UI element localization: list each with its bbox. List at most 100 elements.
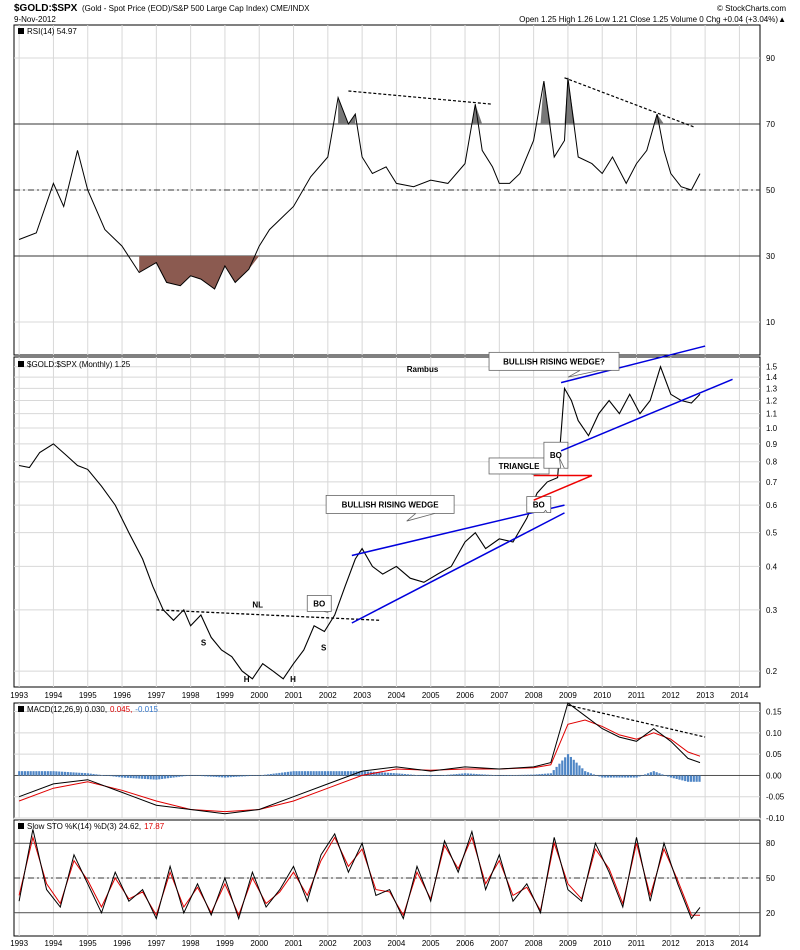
macd-hist-bar <box>66 772 69 776</box>
triangle-label: TRIANGLE <box>488 457 550 475</box>
macd-hist-bar <box>206 775 209 777</box>
y-tick-label: 70 <box>766 120 775 129</box>
macd-hist-bar <box>375 772 378 776</box>
macd-hist-bar <box>395 773 398 776</box>
macd-title: MACD(12,26,9) 0.030, 0.045, -0.015 <box>27 705 159 714</box>
y-tick-label: 0.15 <box>766 708 782 717</box>
macd-hist-bar <box>612 775 615 778</box>
macd-hist-bar <box>538 774 541 776</box>
macd-hist-bar <box>564 757 567 776</box>
macd-hist-bar <box>383 772 387 776</box>
macd-hist-bar <box>349 771 352 776</box>
macd-hist-bar <box>298 771 301 776</box>
macd-hist-bar <box>198 775 201 776</box>
macd-hist-bar <box>464 773 467 776</box>
macd-hist-bar <box>675 775 678 779</box>
macd-hist-bar <box>152 775 155 780</box>
macd-hist-bar <box>249 775 252 776</box>
macd-hist-bar <box>246 775 250 777</box>
x-tick-label: 2013 <box>696 691 714 700</box>
x-tick-label: 2005 <box>422 691 440 700</box>
macd-hist-bar <box>312 771 315 776</box>
macd-hist-bar <box>518 774 521 776</box>
y-tick-label: 0.5 <box>766 529 778 538</box>
macd-hist-bar <box>386 772 390 776</box>
macd-hist-bar <box>118 775 121 778</box>
macd-signal-value: 0.045, <box>110 705 132 714</box>
macd-hist-bar <box>86 773 89 776</box>
macd-hist-bar <box>21 771 24 776</box>
macd-hist-bar <box>141 775 144 779</box>
y-tick-label: 80 <box>766 839 775 848</box>
y-tick-label: 1.3 <box>766 384 778 393</box>
y-tick-label: -0.10 <box>766 814 785 823</box>
macd-hist-bar <box>404 774 407 776</box>
y-tick-label: 1.4 <box>766 373 778 382</box>
macd-hist-bar <box>261 775 264 776</box>
macd-hist-bar <box>575 762 578 776</box>
macd-hist-bar <box>169 775 172 778</box>
macd-hist-bar <box>526 774 530 776</box>
chart-title: $GOLD:$SPX <box>14 3 78 14</box>
wedge2-label: BULLISH RISING WEDGE? <box>488 351 620 378</box>
macd-hist-bar <box>606 775 610 778</box>
macd-hist-bar <box>235 775 238 777</box>
macd-hist-bar <box>149 775 152 780</box>
price-legend: $GOLD:$SPX (Monthly) 1.25 <box>18 360 131 369</box>
macd-hist-bar <box>32 771 35 776</box>
macd-hist-bar <box>172 775 175 778</box>
x-tick-label: 1996 <box>113 691 131 700</box>
y-tick-label: 20 <box>766 909 775 918</box>
macd-hist-bar <box>592 774 595 776</box>
macd-hist-bar <box>624 775 627 778</box>
wedge1-label-box <box>325 494 455 514</box>
sto-title: Slow STO %K(14) %D(3) 24.62, 17.87 <box>27 822 165 831</box>
macd-hist-bar <box>649 772 653 776</box>
x-tick-label: 2009 <box>559 939 577 948</box>
x-tick-label: 1995 <box>79 939 97 948</box>
macd-hist-bar <box>178 775 181 777</box>
sto-title-label: Slow STO %K(14) %D(3) <box>27 822 119 831</box>
y-tick-label: 1.0 <box>766 424 778 433</box>
x-tick-label: 2005 <box>422 939 440 948</box>
macd-hist-bar <box>586 772 590 776</box>
macd-hist-bar <box>621 775 624 778</box>
macd-hist-bar <box>398 773 401 776</box>
macd-hist-bar <box>292 771 295 776</box>
neckline-label: NL <box>252 600 263 609</box>
macd-hist-bar <box>378 772 381 776</box>
macd-hist-bar <box>504 775 507 776</box>
x-tick-label: 1997 <box>147 691 165 700</box>
macd-hist-bar <box>252 775 255 776</box>
macd-hist-bar <box>446 774 450 776</box>
macd-hist-bar <box>609 775 612 778</box>
macd-hist-bar <box>209 775 212 777</box>
macd-hist-bar <box>524 774 527 776</box>
macd-hist-bar <box>121 775 124 778</box>
author-label: Rambus <box>407 365 439 374</box>
x-tick-label: 1999 <box>216 939 234 948</box>
macd-hist-bar <box>441 775 444 776</box>
macd-hist-bar <box>629 775 633 778</box>
macd-hist-bar <box>132 775 135 779</box>
x-tick-label: 2014 <box>731 691 749 700</box>
macd-hist-bar <box>646 773 650 776</box>
macd-hist-bar <box>661 774 664 776</box>
macd-hist-bar <box>692 775 695 782</box>
rsi-title: RSI(14) 54.97 <box>27 27 77 36</box>
x-tick-label: 2004 <box>388 939 406 948</box>
x-tick-label: 2007 <box>490 691 508 700</box>
macd-hist-bar <box>598 775 601 777</box>
macd-hist-bar <box>635 775 638 778</box>
macd-hist-bar <box>303 771 307 776</box>
macd-hist-bar <box>326 771 330 776</box>
macd-hist-bar <box>175 775 178 778</box>
x-tick-label: 2003 <box>353 691 371 700</box>
x-tick-label: 2002 <box>319 939 337 948</box>
macd-hist-bar <box>418 775 421 776</box>
macd-hist-bar <box>212 775 215 777</box>
macd-hist-value: -0.015 <box>135 705 158 714</box>
sto-d-value: 17.87 <box>144 822 165 831</box>
rsi-oversold-fill <box>139 256 270 289</box>
y-tick-label: 0.00 <box>766 771 782 780</box>
